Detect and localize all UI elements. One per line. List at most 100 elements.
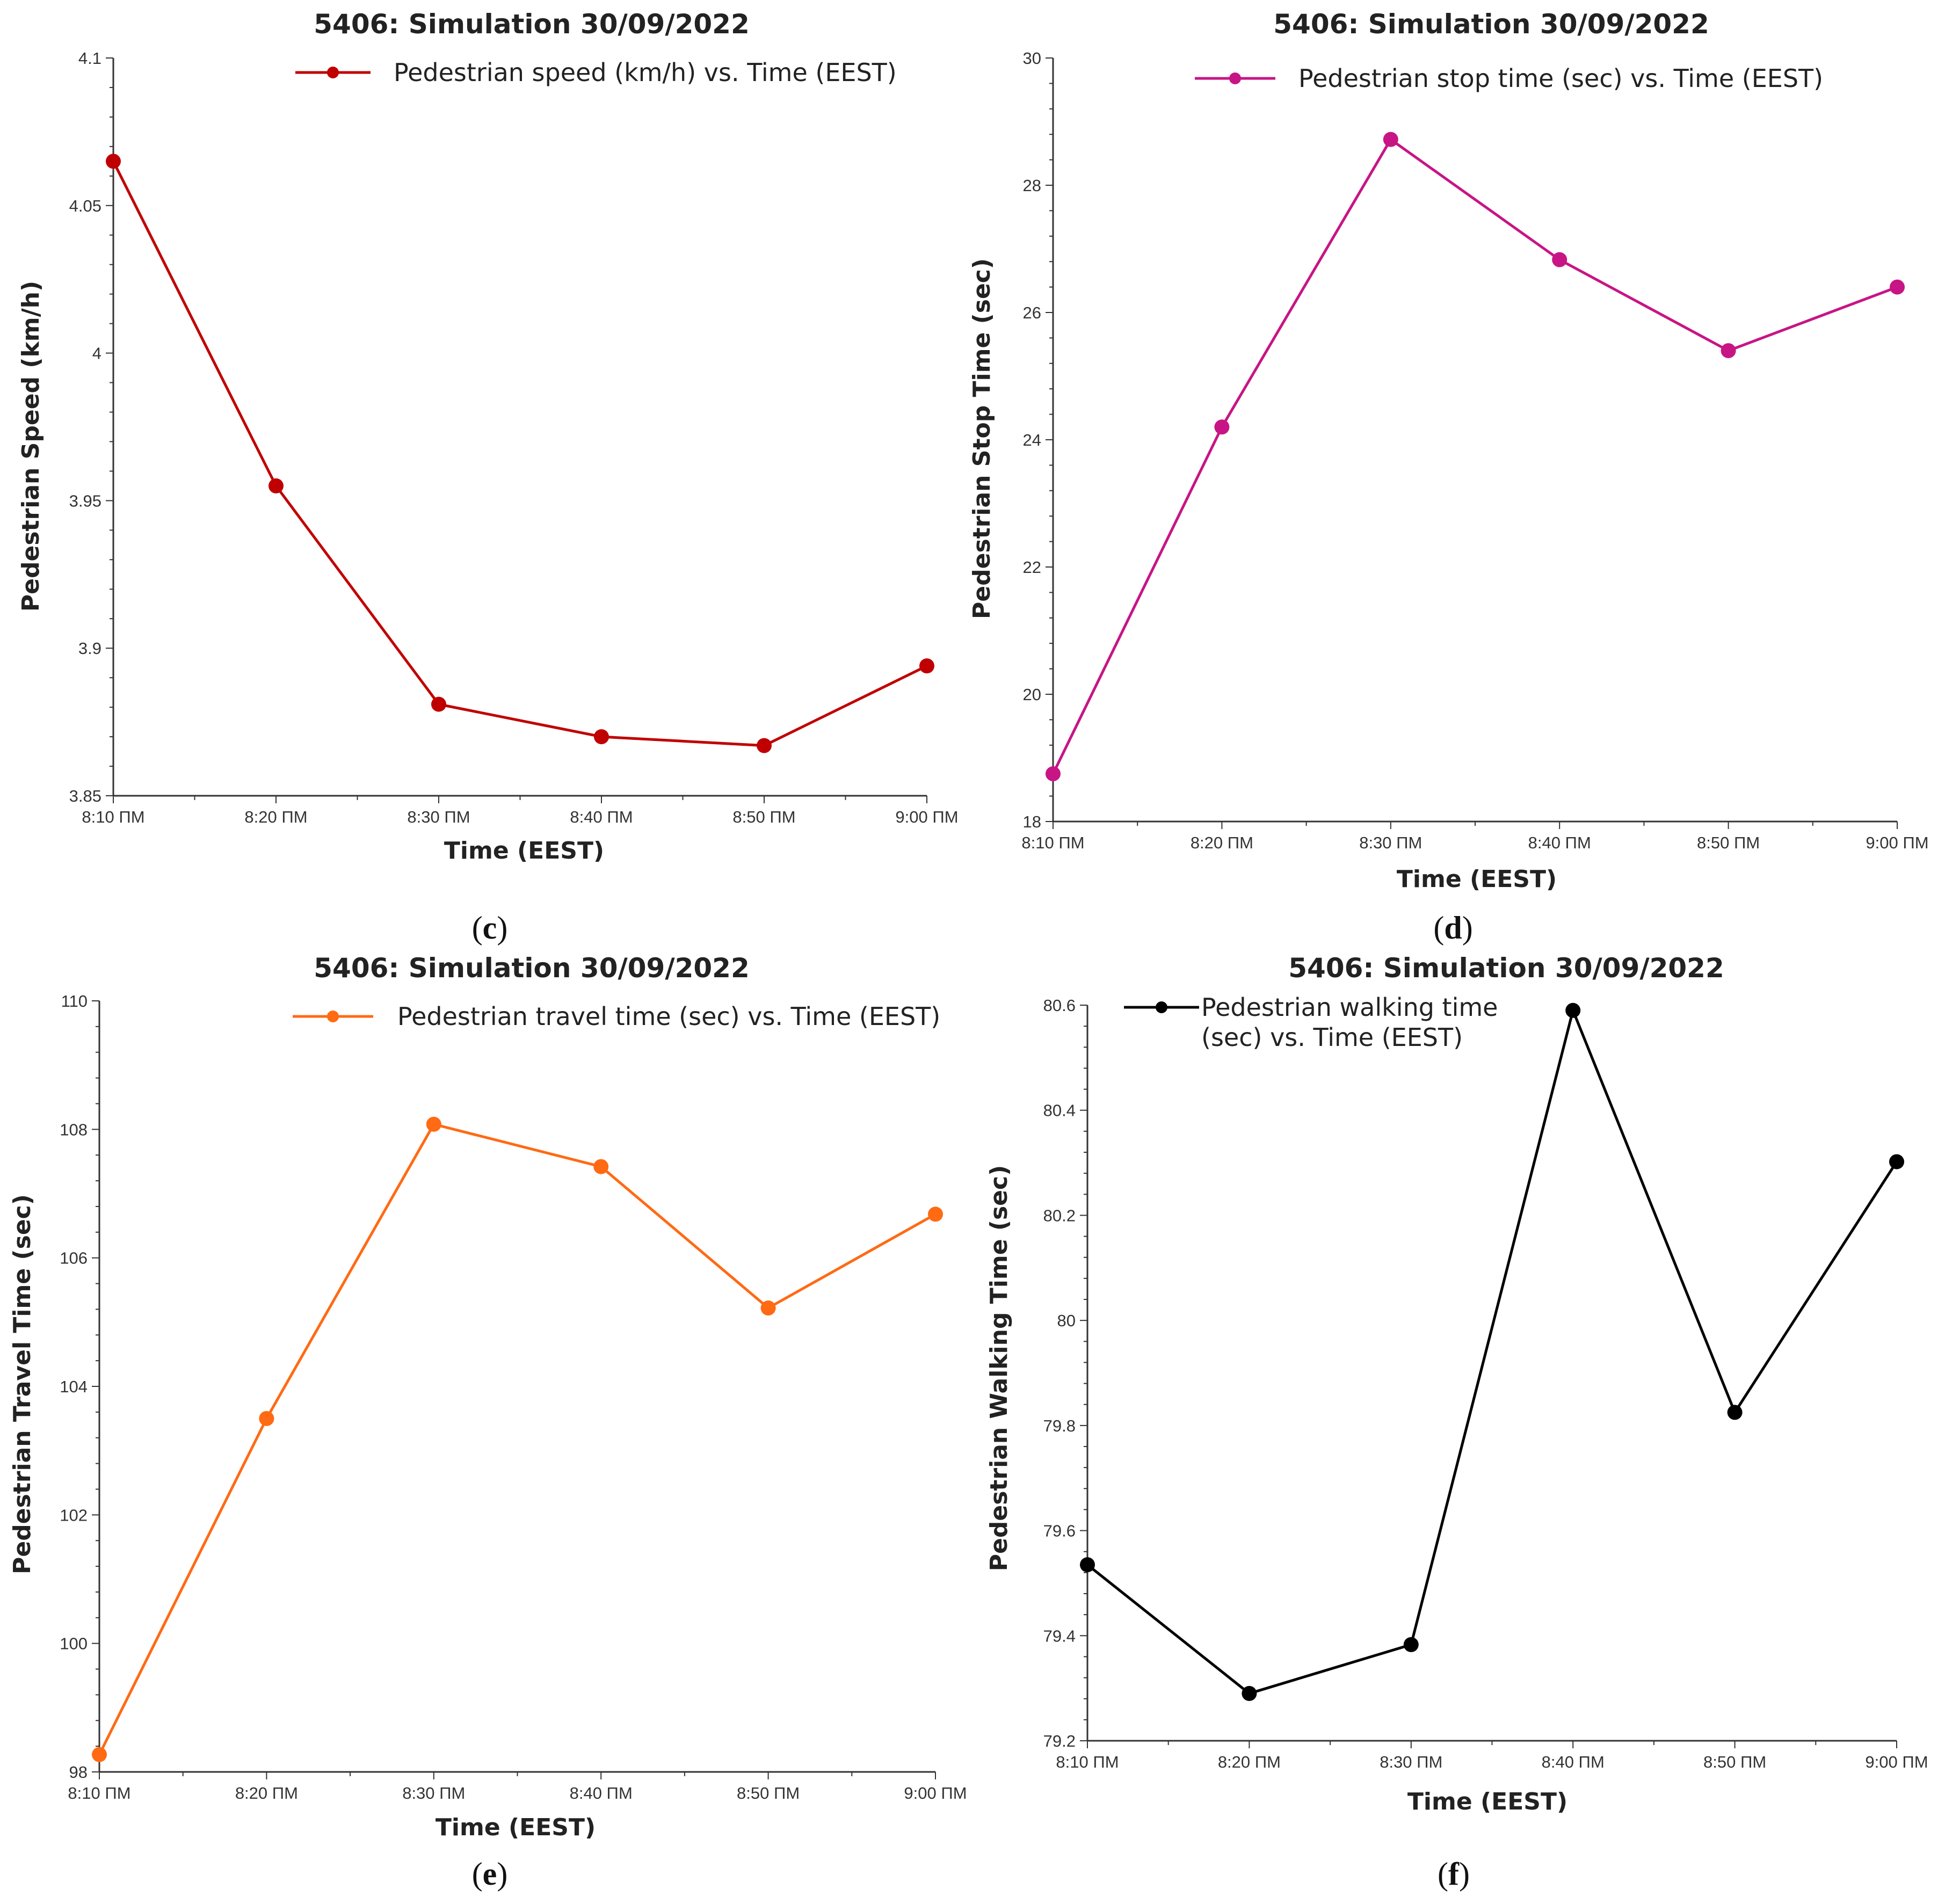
- y-tick-label: 80: [1057, 1311, 1076, 1330]
- legend: Pedestrian stop time (sec) vs. Time (EES…: [1195, 64, 1823, 93]
- y-tick-label: 26: [1023, 303, 1041, 322]
- legend: Pedestrian travel time (sec) vs. Time (E…: [293, 1002, 940, 1031]
- series-line: [98, 1123, 937, 1755]
- data-point: [259, 1411, 274, 1426]
- y-tick-label: 80.2: [1043, 1206, 1076, 1225]
- legend: Pedestrian speed (km/h) vs. Time (EEST): [295, 58, 897, 87]
- y-tick-label: 28: [1023, 176, 1041, 195]
- y-axis-title: Pedestrian Walking Time (sec): [985, 1165, 1013, 1571]
- x-tick-label: 8:30 ΠΜ: [407, 808, 470, 826]
- x-tick-label: 8:30 ΠΜ: [1380, 1753, 1442, 1771]
- data-point: [760, 1300, 776, 1316]
- x-tick-label: 9:00 ΠΜ: [1866, 833, 1928, 852]
- y-tick-label: 79.4: [1043, 1626, 1076, 1645]
- y-tick-label: 79.8: [1043, 1416, 1076, 1435]
- x-axis-title: Time (EEST): [444, 837, 604, 864]
- y-tick-label: 4.05: [69, 197, 101, 215]
- data-point: [928, 1207, 943, 1222]
- x-tick-label: 8:40 ΠΜ: [1528, 833, 1591, 852]
- y-tick-label: 80.4: [1043, 1101, 1076, 1120]
- legend: Pedestrian walking time(sec) vs. Time (E…: [1124, 993, 1498, 1052]
- panel-label: (c): [472, 910, 508, 946]
- x-tick-label: 8:20 ΠΜ: [1218, 1753, 1281, 1771]
- axes: 18 20 22 24 26 28 30 8:10 ΠΜ 8:20 ΠΜ 8:30 ΠΜ 8:40 …: [1021, 49, 1928, 852]
- legend-marker: [1156, 1001, 1167, 1013]
- x-tick-label: 8:40 ΠΜ: [1542, 1753, 1605, 1771]
- chart-panel-c: 5406: Simulation 30/09/2022 3.85 3.9 3.95 4 4…: [17, 9, 959, 864]
- y-tick-label: 80.6: [1043, 996, 1076, 1015]
- legend-label: (sec) vs. Time (EEST): [1201, 1023, 1463, 1052]
- y-tick-label: 79.2: [1043, 1732, 1076, 1750]
- y-tick-label: 3.95: [69, 491, 101, 510]
- data-point: [106, 154, 121, 169]
- panel-label: (d): [1433, 910, 1472, 946]
- y-tick-label: 30: [1023, 49, 1041, 68]
- x-axis-title: Time (EEST): [436, 1814, 596, 1841]
- data-point: [1403, 1637, 1419, 1652]
- y-tick-label: 4.1: [78, 49, 101, 68]
- series-line: [1051, 138, 1898, 775]
- legend-marker: [327, 1011, 339, 1022]
- x-tick-label: 8:30 ΠΜ: [1359, 833, 1422, 852]
- y-tick-label: 98: [69, 1763, 88, 1782]
- x-tick-label: 8:50 ΠΜ: [1697, 833, 1760, 852]
- y-tick-label: 20: [1023, 685, 1041, 704]
- data-point: [919, 658, 934, 674]
- series-line: [1086, 1009, 1898, 1695]
- data-point: [426, 1116, 441, 1132]
- data-point: [1721, 343, 1736, 359]
- x-tick-label: 8:50 ΠΜ: [1703, 1753, 1766, 1771]
- data-point: [1552, 252, 1567, 267]
- y-tick-label: 110: [61, 992, 88, 1011]
- x-tick-label: 8:20 ΠΜ: [244, 808, 307, 826]
- series-line: [112, 161, 928, 747]
- x-tick-label: 9:00 ΠΜ: [1865, 1753, 1928, 1771]
- x-tick-label: 8:10 ΠΜ: [68, 1784, 130, 1803]
- panel-label: (e): [472, 1856, 508, 1892]
- data-point: [1383, 132, 1398, 147]
- y-tick-label: 79.6: [1043, 1522, 1076, 1540]
- legend-label: Pedestrian walking time: [1201, 993, 1498, 1022]
- chart-panel-f: 5406: Simulation 30/09/2022 79.2 79.4 79.6 7…: [985, 953, 1928, 1815]
- chart-panel-d: 5406: Simulation 30/09/2022 18 20 22 24 26 28 3…: [968, 9, 1929, 893]
- x-tick-label: 8:40 ΠΜ: [570, 1784, 633, 1803]
- data-point: [1214, 419, 1230, 435]
- x-tick-label: 9:00 ΠΜ: [895, 808, 958, 826]
- chart-title: 5406: Simulation 30/09/2022: [314, 9, 750, 40]
- x-tick-label: 8:40 ΠΜ: [570, 808, 633, 826]
- x-tick-label: 8:20 ΠΜ: [1191, 833, 1253, 852]
- axes: 3.85 3.9 3.95 4 4.05 4.1 8:10 ΠΜ 8:20 ΠΜ 8:30 ΠΜ…: [69, 49, 959, 826]
- y-tick-label: 102: [60, 1506, 88, 1524]
- y-tick-label: 18: [1023, 812, 1041, 831]
- legend-label: Pedestrian travel time (sec) vs. Time (E…: [397, 1002, 940, 1031]
- y-tick-label: 106: [60, 1249, 88, 1268]
- x-axis-title: Time (EEST): [1397, 866, 1557, 893]
- x-tick-label: 8:30 ΠΜ: [402, 1784, 465, 1803]
- legend-label: Pedestrian speed (km/h) vs. Time (EEST): [394, 58, 897, 87]
- data-point: [1046, 766, 1061, 782]
- data-point: [1080, 1557, 1095, 1573]
- x-tick-label: 8:50 ΠΜ: [737, 1784, 800, 1803]
- x-tick-label: 8:10 ΠΜ: [82, 808, 144, 826]
- y-axis-title: Pedestrian Stop Time (sec): [968, 258, 996, 619]
- data-point: [92, 1747, 107, 1762]
- y-tick-label: 100: [60, 1634, 88, 1653]
- chart-title: 5406: Simulation 30/09/2022: [1273, 9, 1709, 40]
- data-point: [268, 478, 284, 493]
- x-tick-label: 9:00 ΠΜ: [904, 1784, 967, 1803]
- data-point: [1565, 1002, 1581, 1018]
- chart-title: 5406: Simulation 30/09/2022: [1288, 953, 1724, 984]
- chart-title: 5406: Simulation 30/09/2022: [314, 953, 750, 984]
- x-tick-label: 8:50 ΠΜ: [732, 808, 795, 826]
- x-tick-label: 8:10 ΠΜ: [1021, 833, 1084, 852]
- y-axis-title: Pedestrian Travel Time (sec): [9, 1194, 36, 1574]
- y-tick-label: 108: [60, 1120, 88, 1139]
- data-point: [1727, 1405, 1743, 1420]
- y-tick-label: 4: [92, 344, 101, 363]
- data-point: [1242, 1685, 1257, 1701]
- y-tick-label: 24: [1023, 431, 1041, 449]
- data-point: [594, 729, 609, 745]
- data-point: [1890, 279, 1905, 295]
- axes: 98 100 102 104 106 108 110 8:10 ΠΜ 8:20 ΠΜ 8:30 Π…: [60, 992, 967, 1803]
- chart-panel-e: 5406: Simulation 30/09/2022 98 100 102 104 10…: [9, 953, 967, 1841]
